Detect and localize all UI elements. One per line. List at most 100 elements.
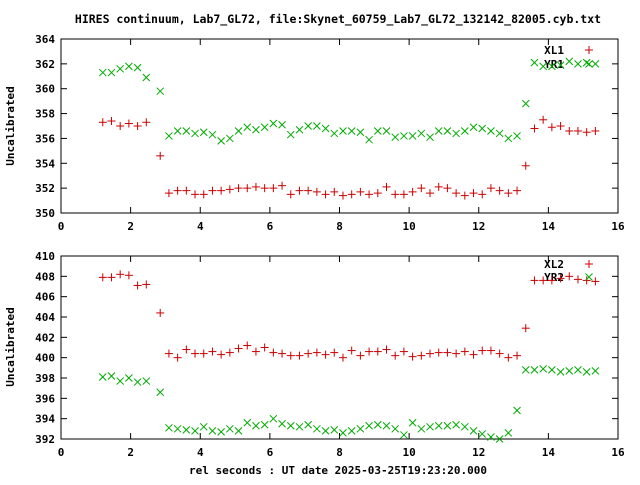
bottom-y-axis-label: Uncalibrated	[4, 307, 17, 386]
data-point-xl2	[547, 276, 556, 285]
data-point-yr2	[556, 368, 565, 376]
data-point-yr2	[426, 422, 434, 431]
data-point-xl1	[251, 182, 260, 191]
data-point-xl1	[116, 122, 125, 130]
data-point-xl1	[478, 190, 487, 199]
data-point-yr2	[452, 420, 460, 429]
data-point-xl1	[260, 184, 269, 193]
data-point-yr1	[182, 127, 191, 135]
data-point-yr1	[591, 60, 600, 68]
data-point-yr1	[125, 62, 133, 71]
data-point-yr2	[443, 421, 452, 430]
data-point-xl2	[269, 348, 278, 357]
data-point-xl1	[133, 122, 142, 130]
data-point-yr1	[521, 99, 530, 108]
top-x-tick-label: 14	[542, 220, 556, 233]
data-point-xl1	[304, 186, 313, 195]
data-point-xl1	[408, 187, 417, 196]
top-x-tick-label: 2	[127, 220, 134, 233]
data-point-xl1	[199, 190, 208, 199]
data-point-yr2	[365, 421, 373, 430]
data-point-yr1	[565, 57, 574, 66]
data-point-xl1	[504, 189, 513, 198]
bottom-y-tick-label: 402	[35, 331, 55, 344]
data-point-xl1	[312, 187, 321, 196]
data-point-yr1	[504, 134, 513, 143]
data-point-yr2	[133, 378, 142, 386]
data-point-yr2	[469, 427, 478, 435]
data-point-xl2	[582, 276, 591, 285]
data-point-xl2	[321, 350, 330, 359]
top-y-tick-label: 360	[35, 83, 55, 96]
data-point-xl1	[391, 190, 400, 199]
data-point-yr2	[252, 421, 260, 430]
data-point-xl1	[469, 189, 478, 198]
data-point-xl2	[495, 349, 504, 358]
data-point-yr2	[199, 422, 208, 431]
top-y-tick-label: 352	[35, 182, 55, 195]
data-point-xl1	[124, 119, 133, 128]
top-y-tick-label: 354	[35, 157, 55, 170]
data-point-xl1	[98, 118, 107, 127]
data-point-xl2	[312, 348, 321, 357]
data-point-xl2	[382, 345, 391, 354]
data-point-xl1	[434, 182, 443, 191]
data-point-xl2	[513, 351, 522, 360]
data-point-yr2	[304, 420, 313, 429]
data-point-yr1	[426, 133, 434, 142]
data-point-xl1	[417, 184, 426, 193]
data-point-yr2	[278, 419, 286, 428]
data-point-yr2	[487, 433, 495, 441]
data-point-xl2	[251, 347, 260, 356]
data-point-yr2	[321, 427, 330, 435]
data-point-yr2	[295, 422, 304, 431]
top-y-tick-label: 350	[35, 207, 55, 220]
data-point-xl1	[582, 128, 591, 137]
data-point-xl2	[133, 281, 142, 290]
data-point-xl1	[356, 187, 365, 196]
data-point-yr2	[313, 424, 321, 433]
data-point-xl1	[234, 184, 243, 193]
bottom-x-tick-label: 14	[542, 446, 556, 459]
data-point-yr2	[521, 366, 530, 374]
data-point-xl2	[243, 341, 252, 350]
data-point-xl2	[217, 350, 226, 359]
data-point-yr1	[295, 125, 304, 134]
data-point-yr2	[513, 406, 521, 415]
data-point-yr1	[107, 68, 116, 77]
data-point-yr2	[539, 364, 548, 373]
top-y-tick-label: 364	[35, 33, 55, 46]
data-point-yr1	[487, 127, 495, 135]
data-point-xl2	[173, 353, 182, 362]
data-point-yr2	[107, 372, 116, 380]
data-point-yr1	[391, 133, 400, 142]
data-point-yr1	[208, 130, 217, 139]
data-point-xl1	[530, 124, 539, 133]
data-point-xl2	[278, 349, 287, 358]
data-point-xl2	[286, 351, 295, 360]
data-point-yr1	[382, 127, 391, 135]
data-point-xl2	[260, 343, 269, 352]
data-point-xl1	[486, 184, 495, 193]
data-point-yr2	[208, 427, 217, 435]
data-point-xl2	[591, 277, 600, 286]
data-point-yr1	[530, 58, 539, 67]
data-point-yr1	[243, 123, 252, 132]
data-point-xl1	[539, 115, 548, 124]
data-point-xl1	[365, 190, 374, 199]
data-point-yr2	[116, 377, 125, 385]
data-point-yr1	[356, 128, 365, 137]
data-point-yr1	[225, 134, 234, 143]
data-point-yr1	[365, 135, 373, 144]
top-x-tick-label: 10	[403, 220, 416, 233]
legend-marker-xl2	[585, 260, 593, 268]
data-point-yr1	[443, 127, 452, 135]
data-point-yr2	[156, 388, 165, 397]
data-point-xl1	[460, 191, 469, 200]
data-point-xl1	[513, 186, 522, 195]
data-point-xl1	[208, 186, 217, 195]
data-point-yr2	[234, 427, 243, 435]
data-point-xl1	[164, 189, 173, 198]
data-point-yr1	[452, 129, 460, 138]
